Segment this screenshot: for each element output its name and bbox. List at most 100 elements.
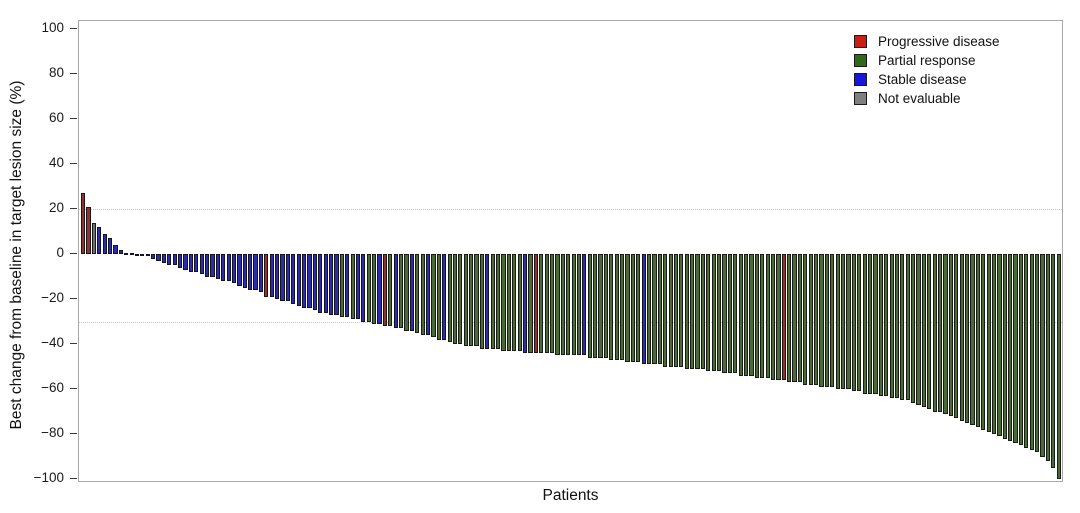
bar bbox=[81, 193, 86, 254]
bar bbox=[496, 254, 501, 349]
bar bbox=[447, 254, 452, 342]
bar bbox=[393, 254, 398, 329]
bar bbox=[1035, 254, 1040, 452]
bar bbox=[717, 254, 722, 371]
legend-swatch-icon bbox=[854, 54, 867, 67]
bar bbox=[194, 254, 199, 272]
bar bbox=[900, 254, 905, 401]
bar bbox=[792, 254, 797, 383]
bar bbox=[927, 254, 932, 410]
bar bbox=[776, 254, 781, 380]
bar bbox=[663, 254, 668, 367]
y-tick-label: −100 bbox=[33, 470, 64, 485]
y-tick-mark bbox=[70, 163, 77, 164]
bar bbox=[291, 254, 296, 304]
y-tick-label: 40 bbox=[48, 155, 64, 170]
bar bbox=[760, 254, 765, 378]
bar bbox=[609, 254, 614, 360]
bar bbox=[134, 254, 140, 256]
bar bbox=[248, 254, 253, 290]
bar bbox=[878, 254, 883, 396]
bar bbox=[156, 254, 161, 261]
bar bbox=[350, 254, 355, 320]
bar bbox=[695, 254, 700, 369]
bar bbox=[738, 254, 743, 376]
bar bbox=[954, 254, 959, 419]
bar bbox=[921, 254, 927, 407]
bar bbox=[431, 254, 436, 338]
bar bbox=[576, 254, 582, 356]
bar bbox=[948, 254, 953, 416]
bar bbox=[404, 254, 409, 331]
bar bbox=[280, 254, 285, 302]
legend-swatch-icon bbox=[854, 35, 867, 48]
bar bbox=[204, 254, 210, 277]
bar bbox=[506, 254, 511, 351]
bar bbox=[124, 252, 129, 255]
bar bbox=[727, 254, 732, 374]
bar bbox=[355, 254, 361, 320]
bar bbox=[830, 254, 835, 387]
bar bbox=[215, 254, 220, 279]
bar bbox=[167, 254, 172, 266]
bar bbox=[1018, 254, 1024, 446]
y-tick-mark bbox=[70, 208, 77, 209]
bar bbox=[981, 254, 986, 430]
bar bbox=[296, 254, 301, 306]
bar bbox=[862, 254, 867, 394]
bar bbox=[113, 245, 118, 254]
bar bbox=[151, 254, 156, 259]
bar bbox=[242, 254, 247, 288]
bar bbox=[555, 254, 560, 356]
bar bbox=[1040, 254, 1045, 457]
bar bbox=[183, 254, 188, 270]
bar bbox=[372, 254, 377, 324]
bar bbox=[814, 254, 819, 385]
y-tick-mark bbox=[70, 298, 77, 299]
bar bbox=[463, 254, 468, 347]
bar bbox=[334, 254, 339, 315]
bar bbox=[361, 254, 366, 322]
bar bbox=[652, 254, 657, 365]
legend-item-label: Progressive disease bbox=[878, 34, 1000, 49]
bar bbox=[986, 254, 991, 432]
bar bbox=[226, 254, 231, 281]
bar bbox=[873, 254, 878, 394]
bar bbox=[636, 254, 641, 362]
bar bbox=[285, 254, 290, 302]
bar bbox=[889, 254, 894, 398]
bar bbox=[145, 254, 150, 257]
y-tick-mark bbox=[70, 253, 77, 254]
bar bbox=[797, 254, 803, 383]
plot-area: Progressive disease Partial response Stabl… bbox=[78, 20, 1063, 482]
bar bbox=[1013, 254, 1018, 443]
bar bbox=[107, 238, 113, 254]
bar bbox=[630, 254, 635, 362]
bar bbox=[841, 254, 846, 389]
y-tick-label: 20 bbox=[48, 200, 64, 215]
bar bbox=[388, 254, 393, 326]
bar bbox=[485, 254, 490, 349]
bar bbox=[641, 254, 646, 365]
y-tick-mark bbox=[70, 478, 77, 479]
bar bbox=[528, 254, 533, 353]
y-tick-label: −20 bbox=[41, 290, 64, 305]
bar bbox=[668, 254, 673, 367]
bar bbox=[452, 254, 458, 344]
bar bbox=[997, 254, 1002, 437]
bar bbox=[442, 254, 447, 340]
bar bbox=[307, 254, 312, 308]
y-tick-label: 0 bbox=[56, 245, 64, 260]
bar bbox=[770, 254, 776, 380]
bar bbox=[544, 254, 549, 353]
y-tick-mark bbox=[70, 343, 77, 344]
bar bbox=[733, 254, 738, 374]
bar bbox=[339, 254, 344, 317]
bar bbox=[399, 254, 404, 329]
bar bbox=[894, 254, 900, 398]
bar bbox=[1002, 254, 1007, 439]
bar bbox=[943, 254, 948, 414]
bar bbox=[118, 249, 123, 254]
bar bbox=[673, 254, 679, 367]
